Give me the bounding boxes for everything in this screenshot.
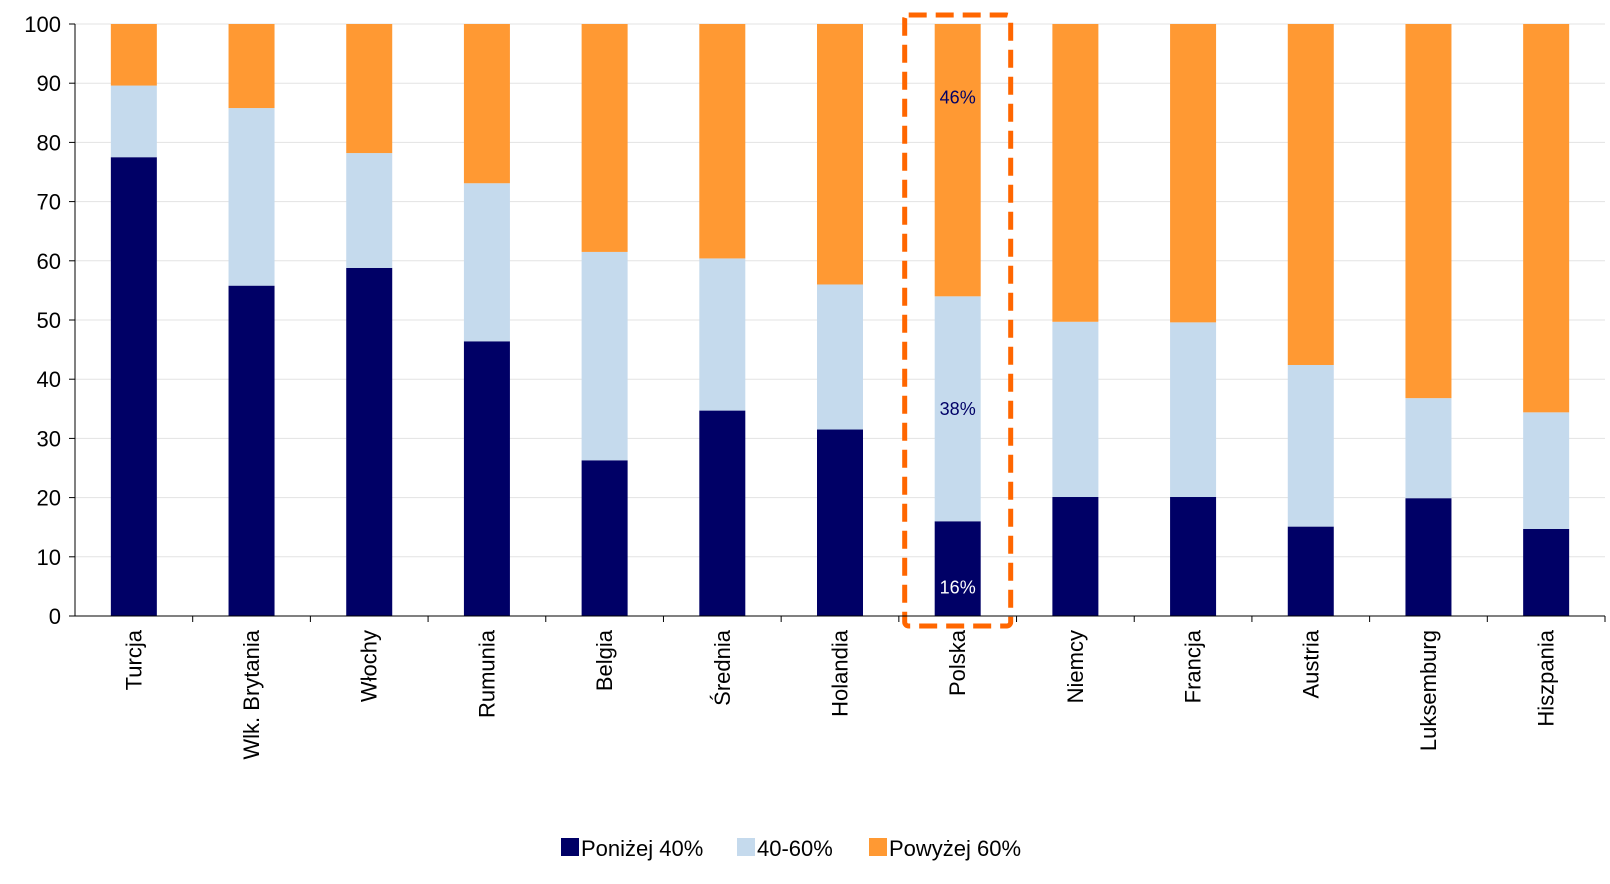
y-tick-label: 20	[37, 486, 61, 511]
bar-turcja-40-60	[110, 85, 157, 158]
x-tick-label: Francja	[1181, 629, 1206, 703]
y-tick-label: 80	[37, 130, 61, 155]
bar-polska-ponizej-40	[934, 521, 981, 616]
bar-austria-ponizej-40	[1287, 526, 1334, 616]
y-tick-label: 40	[37, 367, 61, 392]
legend-swatch-powyzej-60	[869, 838, 887, 856]
bar-turcja-powyzej-60	[110, 24, 157, 86]
bar-luksemburg-ponizej-40	[1405, 498, 1452, 616]
data-label-polska-40-60: 38%	[940, 399, 976, 419]
legend-label-40-60: 40-60%	[757, 836, 833, 861]
x-tick-label: Średnia	[710, 629, 735, 706]
bar-holandia-ponizej-40	[817, 429, 863, 616]
x-tick-label: Austria	[1298, 629, 1323, 698]
bar-srednia-40-60	[699, 258, 746, 411]
bar-rumunia-ponizej-40	[463, 341, 510, 616]
y-tick-label: 100	[24, 12, 61, 37]
bar-holandia-powyzej-60	[817, 24, 863, 285]
bar-turcja-ponizej-40	[110, 157, 157, 616]
bar-wlochy-ponizej-40	[346, 267, 393, 616]
bar-francja-40-60	[1170, 322, 1217, 498]
bar-belgia-40-60	[581, 251, 628, 461]
y-tick-label: 60	[37, 249, 61, 274]
highlight-box	[902, 12, 1014, 629]
data-label-polska-ponizej-40: 16%	[940, 578, 976, 598]
y-tick-label: 30	[37, 426, 61, 451]
bar-hiszpania-ponizej-40	[1523, 528, 1570, 616]
bar-wlk-brytania-powyzej-60	[228, 24, 275, 109]
x-tick-label: Niemcy	[1063, 630, 1088, 703]
bar-niemcy-ponizej-40	[1052, 497, 1099, 616]
bar-austria-40-60	[1287, 364, 1334, 527]
y-tick-label: 0	[49, 604, 61, 629]
bar-srednia-powyzej-60	[699, 24, 746, 259]
x-tick-label: Włochy	[357, 630, 382, 702]
bar-luksemburg-powyzej-60	[1405, 24, 1452, 399]
bar-srednia-ponizej-40	[699, 410, 746, 616]
bar-hiszpania-powyzej-60	[1523, 24, 1570, 413]
bar-francja-ponizej-40	[1170, 497, 1217, 616]
legend-swatch-ponizej-40	[561, 838, 579, 856]
data-labels: 46% 38% 16%	[940, 88, 976, 598]
bar-francja-powyzej-60	[1170, 24, 1217, 323]
bar-niemcy-powyzej-60	[1052, 24, 1099, 322]
x-tick-label: Belgia	[592, 629, 617, 691]
x-tick-label: Wlk. Brytania	[239, 629, 264, 759]
highlight-box-polska	[902, 12, 1014, 629]
legend-label-ponizej-40: Poniżej 40%	[581, 836, 703, 861]
axes: 0 10 20 30 40 50 60 70 80 90 100 Turcja Wlk. Brytani…	[24, 12, 1606, 760]
data-label-polska-powyzej-60: 46%	[940, 88, 976, 108]
bar-wlochy-powyzej-60	[346, 24, 393, 154]
x-tick-label: Rumunia	[474, 629, 499, 718]
bar-hiszpania-40-60	[1523, 412, 1570, 529]
bars	[110, 24, 1570, 616]
y-tick-label: 10	[37, 545, 61, 570]
y-tick-label: 50	[37, 308, 61, 333]
y-tick-label: 90	[37, 71, 61, 96]
bar-polska-powyzej-60	[934, 24, 981, 297]
bar-belgia-powyzej-60	[581, 24, 628, 252]
x-tick-label: Polska	[945, 629, 970, 696]
bar-holandia-40-60	[817, 284, 863, 430]
x-tick-label: Turcja	[121, 629, 146, 690]
legend-swatch-40-60	[737, 838, 755, 856]
bar-rumunia-40-60	[463, 183, 510, 342]
legend-label-powyzej-60: Powyżej 60%	[889, 836, 1021, 861]
bar-luksemburg-40-60	[1405, 398, 1452, 499]
bar-rumunia-powyzej-60	[463, 24, 510, 184]
y-tick-label: 70	[37, 190, 61, 215]
x-tick-label: Holandia	[828, 629, 853, 717]
x-tick-label: Hiszpania	[1534, 629, 1559, 726]
bar-belgia-ponizej-40	[581, 460, 628, 616]
bar-polska-40-60	[934, 296, 981, 522]
bar-wlochy-40-60	[346, 153, 393, 268]
x-tick-label: Luksemburg	[1416, 630, 1441, 751]
legend: Poniżej 40% 40-60% Powyżej 60%	[561, 836, 1021, 861]
bar-niemcy-40-60	[1052, 321, 1099, 498]
bar-austria-powyzej-60	[1287, 24, 1334, 365]
bar-wlk-brytania-ponizej-40	[228, 285, 275, 616]
bar-wlk-brytania-40-60	[228, 108, 275, 286]
